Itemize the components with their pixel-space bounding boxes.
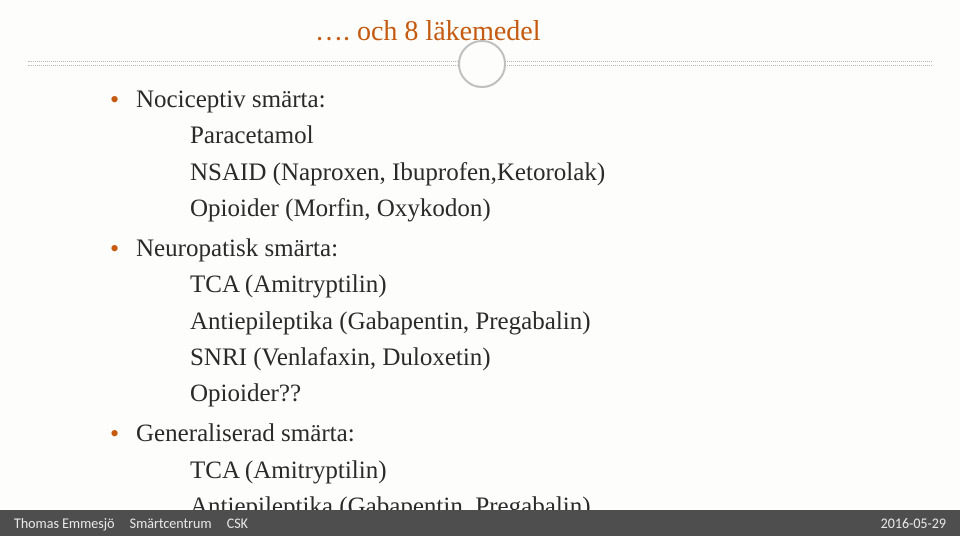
bullet-2: Neuropatisk smärta: <box>110 231 920 267</box>
bullet-2-line-2: SNRI (Venlafaxin, Duloxetin) <box>110 340 920 376</box>
bullet-2-label: Neuropatisk smärta: <box>136 235 338 262</box>
footer-bar: Thomas Emmesjö Smärtcentrum CSK 2016-05-… <box>0 510 960 536</box>
bullet-3-line-0: TCA (Amitryptilin) <box>110 453 920 489</box>
footer-org2: CSK <box>227 515 248 532</box>
footer-date: 2016-05-29 <box>881 515 946 532</box>
bullet-1-label: Nociceptiv smärta: <box>136 86 326 113</box>
content-area: Nociceptiv smärta: Paracetamol NSAID (Na… <box>110 78 920 536</box>
slide-title: …. och 8 läkemedel <box>315 16 540 48</box>
footer-org1: Smärtcentrum <box>130 515 212 532</box>
bullet-1: Nociceptiv smärta: <box>110 82 920 118</box>
bullet-2-line-3: Opioider?? <box>110 376 920 412</box>
title-rule <box>28 58 932 66</box>
bullet-3-label: Generaliserad smärta: <box>136 420 355 447</box>
footer-left: Thomas Emmesjö Smärtcentrum CSK <box>14 515 260 532</box>
bullet-3: Generaliserad smärta: <box>110 416 920 452</box>
slide: …. och 8 läkemedel Nociceptiv smärta: Pa… <box>0 0 960 536</box>
bullet-1-line-2: Opioider (Morfin, Oxykodon) <box>110 191 920 227</box>
bullet-1-line-1: NSAID (Naproxen, Ibuprofen,Ketorolak) <box>110 155 920 191</box>
footer-author: Thomas Emmesjö <box>14 515 114 532</box>
bullet-2-line-1: Antiepileptika (Gabapentin, Pregabalin) <box>110 304 920 340</box>
bullet-1-line-0: Paracetamol <box>110 118 920 154</box>
bullet-2-line-0: TCA (Amitryptilin) <box>110 267 920 303</box>
